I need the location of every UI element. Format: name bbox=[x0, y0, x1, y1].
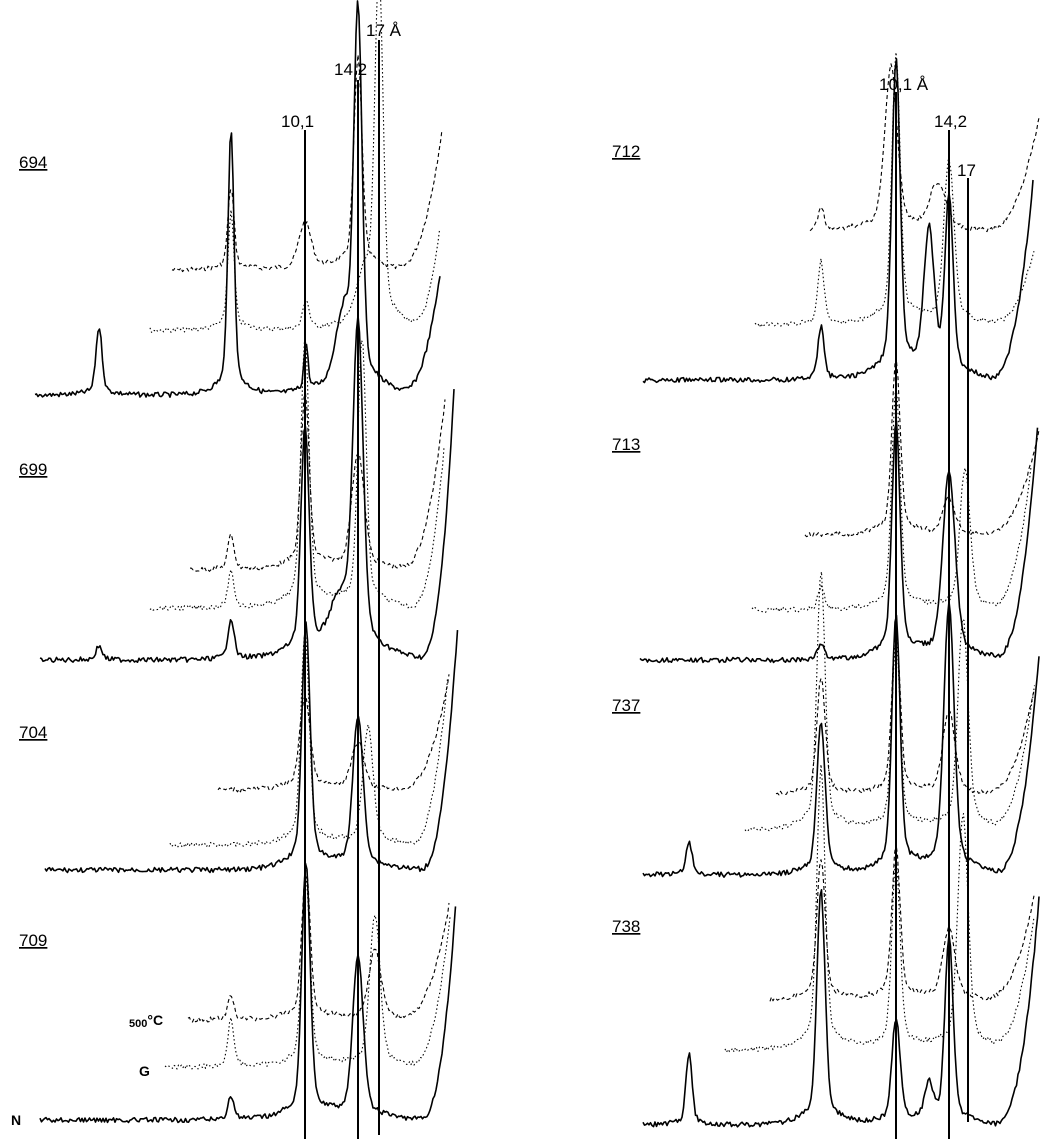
trace-694-g bbox=[149, 0, 441, 333]
sample-label-737: 737 bbox=[612, 696, 640, 715]
reference-lines bbox=[304, 40, 969, 1139]
sample-label-738: 738 bbox=[612, 917, 640, 936]
trace-699-n bbox=[39, 314, 455, 663]
trace-709-g bbox=[164, 874, 451, 1070]
trace-694-500c bbox=[171, 54, 443, 273]
left-peak-label-10-1: 10,1 bbox=[281, 112, 314, 131]
trace-704-n bbox=[44, 621, 459, 874]
sample-label-704: 704 bbox=[19, 723, 47, 742]
trace-738-g bbox=[724, 763, 1035, 1053]
traces-layer bbox=[34, 0, 1041, 1128]
trace-704-500c bbox=[217, 674, 450, 793]
trace-699-g bbox=[149, 339, 445, 611]
trace-738-500c bbox=[769, 843, 1035, 1002]
sample-label-713: 713 bbox=[612, 435, 640, 454]
trace-712-g bbox=[754, 51, 1035, 328]
sample-label-709: 709 bbox=[19, 931, 47, 950]
treatment-label-500: 500 bbox=[129, 1018, 147, 1030]
trace-738-n bbox=[642, 889, 1040, 1128]
trace-737-n bbox=[642, 600, 1040, 878]
trace-712-500c bbox=[809, 63, 1041, 233]
trace-709-500c bbox=[187, 867, 450, 1023]
treatment-label-g: G bbox=[139, 1063, 150, 1079]
trace-699-500c bbox=[189, 392, 446, 572]
treatment-label-celsius: °C bbox=[147, 1012, 163, 1028]
trace-709-n bbox=[39, 862, 457, 1124]
trace-704-g bbox=[169, 629, 449, 848]
left-peak-label-17: 17 Å bbox=[366, 21, 402, 40]
right-peak-label-10-1: 10,1 Å bbox=[879, 75, 929, 94]
trace-737-500c bbox=[775, 627, 1035, 796]
sample-label-694: 694 bbox=[19, 153, 47, 172]
left-peak-label-14-2: 14,2 bbox=[334, 60, 367, 79]
treatment-label-500c: 500°C bbox=[129, 1012, 163, 1030]
treatment-label-n: N bbox=[11, 1112, 21, 1128]
right-peak-label-14-2: 14,2 bbox=[934, 112, 967, 131]
right-peak-label-17: 17 bbox=[957, 161, 976, 180]
trace-712-n bbox=[642, 58, 1034, 384]
sample-label-699: 699 bbox=[19, 460, 47, 479]
trace-713-n bbox=[639, 420, 1039, 664]
sample-label-712: 712 bbox=[612, 142, 640, 161]
trace-694-n bbox=[34, 0, 441, 398]
trace-713-500c bbox=[804, 360, 1040, 538]
trace-713-g bbox=[751, 385, 1032, 613]
